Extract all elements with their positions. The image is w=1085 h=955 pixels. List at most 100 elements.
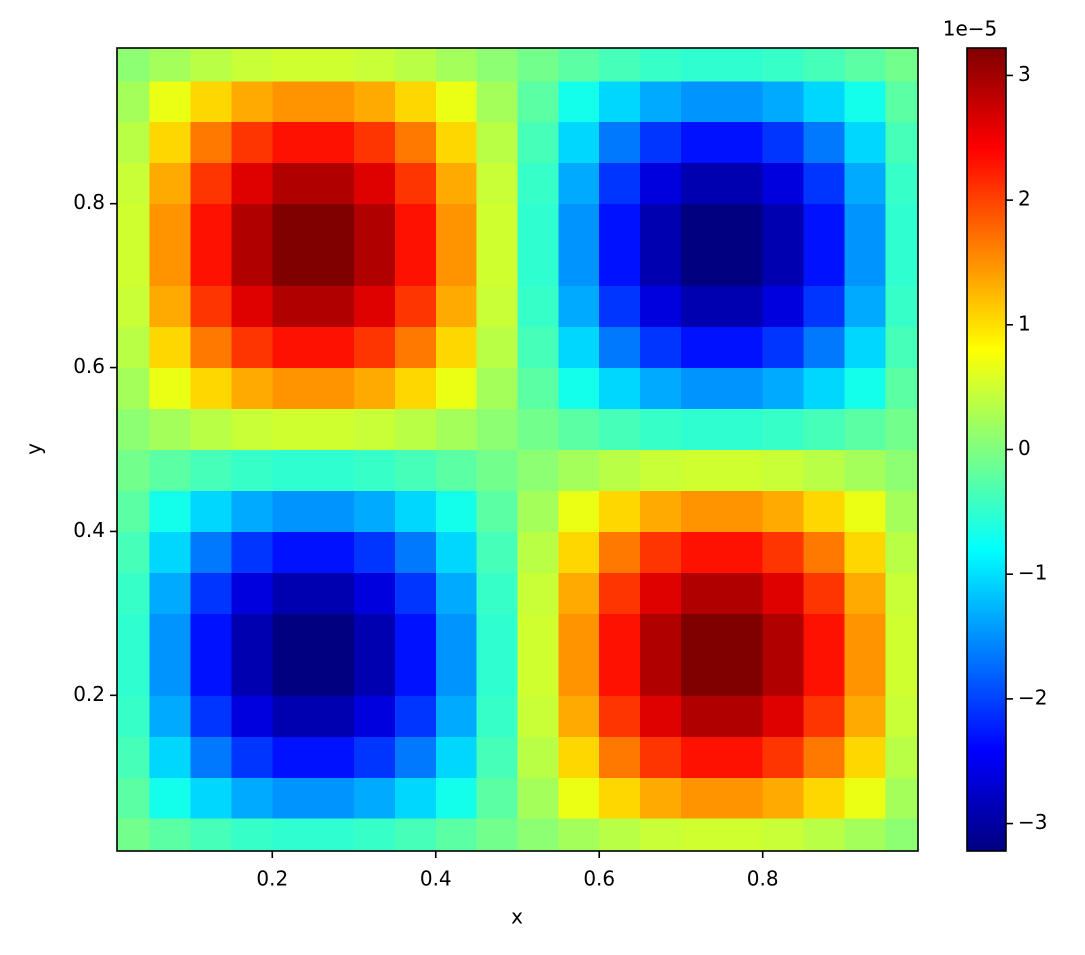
- heatmap-cell: [599, 121, 641, 164]
- heatmap-cell: [844, 48, 886, 82]
- heatmap-cell: [354, 244, 396, 287]
- heatmap-cell: [394, 736, 437, 778]
- heatmap-cell: [599, 285, 641, 328]
- heatmap-cell: [640, 121, 682, 164]
- heatmap-cell: [231, 449, 273, 491]
- heatmap-cell: [844, 449, 886, 491]
- heatmap-cell: [313, 80, 355, 123]
- heatmap-cell: [313, 121, 355, 164]
- heatmap-cell: [558, 613, 600, 655]
- heatmap-cell: [149, 654, 192, 696]
- y-tick-label: 0.2: [73, 682, 105, 706]
- heatmap-cell: [680, 531, 723, 573]
- heatmap-cell: [117, 408, 151, 450]
- heatmap-cell: [476, 326, 518, 369]
- heatmap-cell: [762, 777, 805, 819]
- heatmap-cell: [354, 408, 396, 450]
- heatmap-cell: [476, 613, 518, 655]
- heatmap-cell: [272, 244, 314, 287]
- heatmap-cell: [231, 572, 273, 614]
- heatmap-cell: [354, 613, 396, 655]
- heatmap-cell: [599, 531, 641, 573]
- heatmap-cell: [803, 613, 845, 655]
- heatmap-cell: [803, 367, 845, 410]
- heatmap-cell: [680, 367, 723, 410]
- heatmap-cell: [394, 203, 437, 246]
- heatmap-cell: [721, 326, 764, 369]
- heatmap-cell: [640, 736, 682, 778]
- heatmap-cell: [476, 80, 518, 123]
- heatmap-cell: [149, 80, 192, 123]
- heatmap-cell: [640, 162, 682, 205]
- heatmap-cell: [231, 818, 273, 851]
- heatmap-cell: [272, 695, 314, 737]
- heatmap-cell: [272, 490, 314, 532]
- heatmap-cell: [117, 244, 151, 287]
- heatmap-cell: [885, 162, 918, 205]
- heatmap: [117, 48, 918, 851]
- heatmap-cell: [354, 695, 396, 737]
- heatmap-cell: [680, 613, 723, 655]
- axes-frame: [116, 47, 919, 852]
- heatmap-cell: [149, 572, 192, 614]
- heatmap-cell: [190, 80, 232, 123]
- heatmap-cell: [149, 326, 192, 369]
- heatmap-cell: [599, 736, 641, 778]
- heatmap-cell: [762, 244, 805, 287]
- heatmap-cell: [231, 203, 273, 246]
- heatmap-cell: [272, 818, 314, 851]
- x-tick-label: 0.6: [583, 867, 615, 891]
- heatmap-cell: [313, 162, 355, 205]
- heatmap-cell: [190, 162, 232, 205]
- heatmap-cell: [435, 121, 478, 164]
- heatmap-cell: [272, 48, 314, 82]
- heatmap-cell: [885, 285, 918, 328]
- heatmap-cell: [117, 818, 151, 851]
- heatmap-cell: [231, 326, 273, 369]
- heatmap-cell: [517, 367, 559, 410]
- heatmap-cell: [558, 285, 600, 328]
- heatmap-cell: [394, 80, 437, 123]
- heatmap-cell: [394, 48, 437, 82]
- heatmap-cell: [313, 490, 355, 532]
- heatmap-cell: [231, 777, 273, 819]
- heatmap-cell: [599, 818, 641, 851]
- heatmap-cell: [435, 203, 478, 246]
- heatmap-cell: [435, 695, 478, 737]
- heatmap-cell: [762, 449, 805, 491]
- heatmap-cell: [762, 80, 805, 123]
- x-tick-label: 0.2: [256, 867, 288, 891]
- heatmap-cell: [885, 48, 918, 82]
- heatmap-cell: [680, 244, 723, 287]
- heatmap-cell: [558, 326, 600, 369]
- x-axis-label: x: [511, 905, 523, 929]
- heatmap-cell: [640, 408, 682, 450]
- heatmap-cell: [190, 777, 232, 819]
- heatmap-cell: [476, 285, 518, 328]
- heatmap-cell: [721, 80, 764, 123]
- heatmap-cell: [231, 367, 273, 410]
- heatmap-cell: [640, 818, 682, 851]
- heatmap-cell: [721, 777, 764, 819]
- heatmap-cell: [558, 162, 600, 205]
- heatmap-cell: [885, 777, 918, 819]
- heatmap-cell: [721, 531, 764, 573]
- heatmap-cell: [885, 408, 918, 450]
- heatmap-cell: [190, 654, 232, 696]
- heatmap-cell: [640, 203, 682, 246]
- heatmap-cell: [599, 244, 641, 287]
- heatmap-cell: [117, 285, 151, 328]
- heatmap-cell: [476, 695, 518, 737]
- heatmap-cell: [721, 572, 764, 614]
- heatmap-cell: [354, 326, 396, 369]
- heatmap-cell: [394, 326, 437, 369]
- heatmap-cell: [231, 736, 273, 778]
- heatmap-cell: [885, 818, 918, 851]
- heatmap-cell: [149, 695, 192, 737]
- heatmap-cell: [435, 80, 478, 123]
- heatmap-cell: [272, 203, 314, 246]
- heatmap-cell: [190, 572, 232, 614]
- heatmap-cell: [599, 572, 641, 614]
- heatmap-cell: [721, 449, 764, 491]
- heatmap-cell: [117, 121, 151, 164]
